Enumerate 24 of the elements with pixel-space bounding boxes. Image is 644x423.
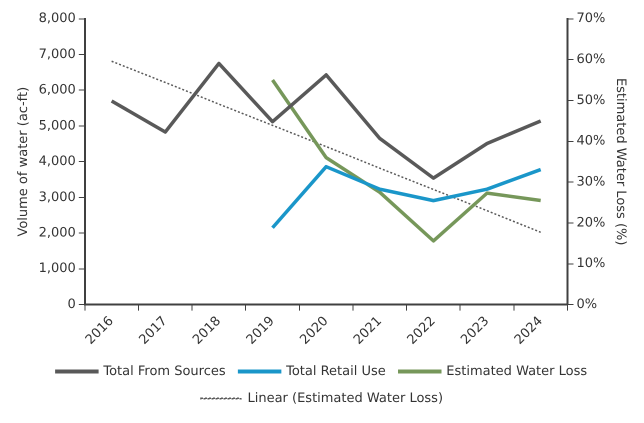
legend-label: Total Retail Use [285, 364, 386, 379]
y-tick-label: 5,000 [38, 118, 76, 134]
y-tick-label: 8,000 [38, 11, 76, 26]
y-tick-label: 2,000 [38, 226, 76, 241]
y2-tick-label: 40% [576, 134, 606, 149]
y-tick-label: 0 [68, 296, 76, 312]
y2-tick-label: 0% [576, 296, 598, 312]
y2-tick-label: 70% [576, 11, 606, 26]
y2-tick-label: 30% [576, 174, 606, 190]
y-axis-title: Volume of water (ac-ft) [16, 86, 32, 237]
legend-label: Total From Sources [102, 364, 226, 379]
y-tick-label: 1,000 [38, 261, 76, 276]
legend-label: Linear (Estimated Water Loss) [247, 390, 444, 406]
y-tick-label: 7,000 [38, 46, 76, 62]
y-tick-label: 6,000 [38, 82, 76, 98]
legend-label: Estimated Water Loss [446, 364, 588, 379]
y-tick-label: 3,000 [38, 190, 76, 205]
y2-tick-label: 60% [576, 52, 606, 67]
y-tick-label: 4,000 [38, 154, 76, 170]
y2-tick-label: 20% [576, 215, 606, 230]
y2-axis-title: Estimated Water Loss (%) [612, 78, 628, 246]
line-series [110, 60, 542, 234]
y2-tick-label: 50% [576, 92, 606, 108]
y2-tick-label: 10% [576, 256, 606, 272]
